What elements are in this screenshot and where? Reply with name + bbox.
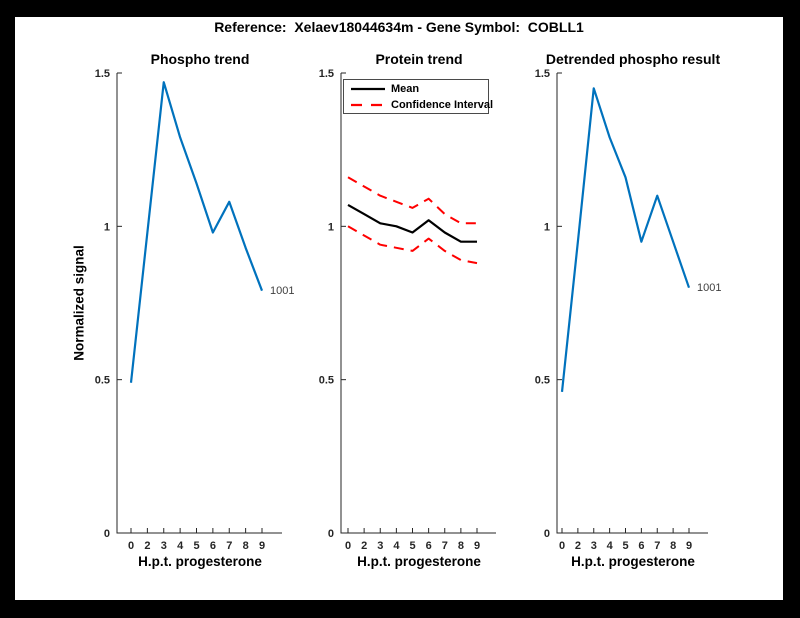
x-tick-label: 8 [243,540,249,552]
legend-item-mean: Mean [351,81,488,97]
y-tick-label: 0.5 [535,375,550,387]
endpoint-label-detrended: 1001 [697,282,722,294]
x-tick-label: 2 [144,540,150,552]
subplot-1: 00.511.50 2 3 4 5 6 7 8 9 [319,68,496,552]
legend: Mean Confidence Interval [343,79,493,114]
x-tick-label: 7 [226,540,232,552]
x-tick-label: 5 [193,540,199,552]
x-tick-label: 9 [474,540,480,552]
confidence-interval-line-sample [351,103,385,106]
figure-canvas [15,17,783,600]
x-axis-label-detrended: H.p.t. progesterone [571,554,695,569]
y-tick-label: 1 [104,221,110,233]
series-line-confidence-interval-upper [347,176,477,225]
legend-label-confidence-interval: Confidence Interval [391,98,494,111]
figure-title: Reference: Xelaev18044634m - Gene Symbol… [214,19,584,35]
series-line-1001 [129,81,264,383]
subplot-0: 00.511.50 2 3 4 5 6 7 8 9 [95,68,282,552]
axes-spines [340,73,496,534]
x-tick-label: 7 [442,540,448,552]
endpoint-label-phospho: 1001 [270,285,295,297]
subplot-title-phospho-trend: Phospho trend [150,51,250,67]
series-line-1001 [560,87,691,393]
legend-label-mean: Mean [391,82,420,95]
x-tick-label: 6 [638,540,644,552]
x-tick-label: 2 [361,540,367,552]
x-tick-label: 0 [559,540,565,552]
x-tick-label: 2 [575,540,581,552]
subplot-title-protein-trend: Protein trend [375,51,463,67]
x-axis-label-protein: H.p.t. progesterone [357,554,481,569]
legend-item-confidence-interval: Confidence Interval [351,97,493,113]
y-tick-label: 1.5 [319,68,334,80]
subplot-title-detrended-result: Detrended phospho result [545,51,721,67]
mean-line-sample [351,87,385,90]
x-tick-label: 4 [177,540,184,552]
x-tick-label: 3 [377,540,383,552]
x-tick-label: 5 [622,540,628,552]
y-axis-label: Normalized signal [71,245,87,361]
x-tick-label: 6 [426,540,432,552]
x-axis-label-phospho: H.p.t. progesterone [138,554,262,569]
y-tick-label: 1.5 [535,68,550,80]
y-tick-label: 0 [544,528,550,540]
x-tick-label: 9 [259,540,265,552]
y-tick-label: 1 [544,221,550,233]
x-tick-label: 4 [607,540,614,552]
x-tick-label: 0 [345,540,351,552]
x-tick-label: 6 [210,540,216,552]
x-tick-label: 8 [670,540,676,552]
x-tick-label: 9 [686,540,692,552]
x-tick-label: 4 [393,540,400,552]
x-tick-label: 3 [161,540,167,552]
y-tick-label: 1.5 [95,68,110,80]
x-tick-label: 5 [409,540,415,552]
x-tick-label: 8 [458,540,464,552]
x-tick-label: 7 [654,540,660,552]
axes-spines [556,73,708,534]
y-tick-label: 0 [328,528,334,540]
series-line-confidence-interval-lower [347,225,478,265]
axes-spines [116,73,282,534]
y-tick-label: 0 [104,528,110,540]
subplot-2: 00.511.50 2 3 4 5 6 7 8 9 [535,68,708,552]
series-line-mean [347,203,477,243]
x-tick-label: 0 [128,540,134,552]
y-tick-label: 1 [328,221,334,233]
x-tick-label: 3 [591,540,597,552]
y-tick-label: 0.5 [319,375,334,387]
y-tick-label: 0.5 [95,375,110,387]
